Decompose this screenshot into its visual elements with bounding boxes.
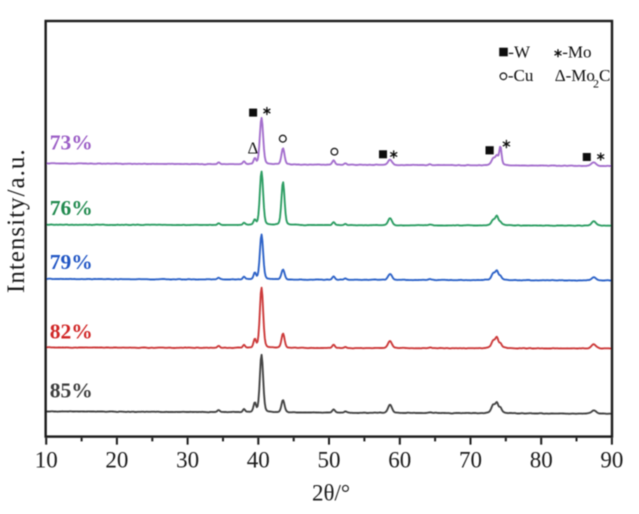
svg-text:2: 2	[593, 77, 599, 91]
svg-text:-Cu: -Cu	[508, 66, 534, 85]
svg-text:Δ: Δ	[248, 139, 259, 158]
svg-text:60: 60	[388, 448, 411, 473]
svg-text:82%: 82%	[50, 320, 93, 344]
svg-text:20: 20	[105, 448, 128, 473]
svg-text:-Mo: -Mo	[562, 42, 591, 61]
svg-text:40: 40	[247, 448, 270, 473]
svg-text:10: 10	[35, 448, 58, 473]
svg-text:80: 80	[530, 448, 553, 473]
svg-text:90: 90	[600, 448, 623, 473]
svg-text:30: 30	[176, 448, 199, 473]
svg-text:76%: 76%	[50, 196, 93, 220]
svg-text:79%: 79%	[50, 250, 93, 274]
svg-text:-W: -W	[508, 42, 531, 61]
svg-text:Δ-Mo: Δ-Mo	[555, 66, 595, 85]
svg-text:Intensity/a.u.: Intensity/a.u.	[3, 148, 30, 293]
svg-text:50: 50	[318, 448, 341, 473]
svg-text:2θ/°: 2θ/°	[312, 481, 350, 506]
svg-text:85%: 85%	[50, 379, 93, 403]
svg-text:C: C	[599, 66, 610, 85]
svg-text:73%: 73%	[50, 131, 93, 155]
svg-text:70: 70	[459, 448, 482, 473]
